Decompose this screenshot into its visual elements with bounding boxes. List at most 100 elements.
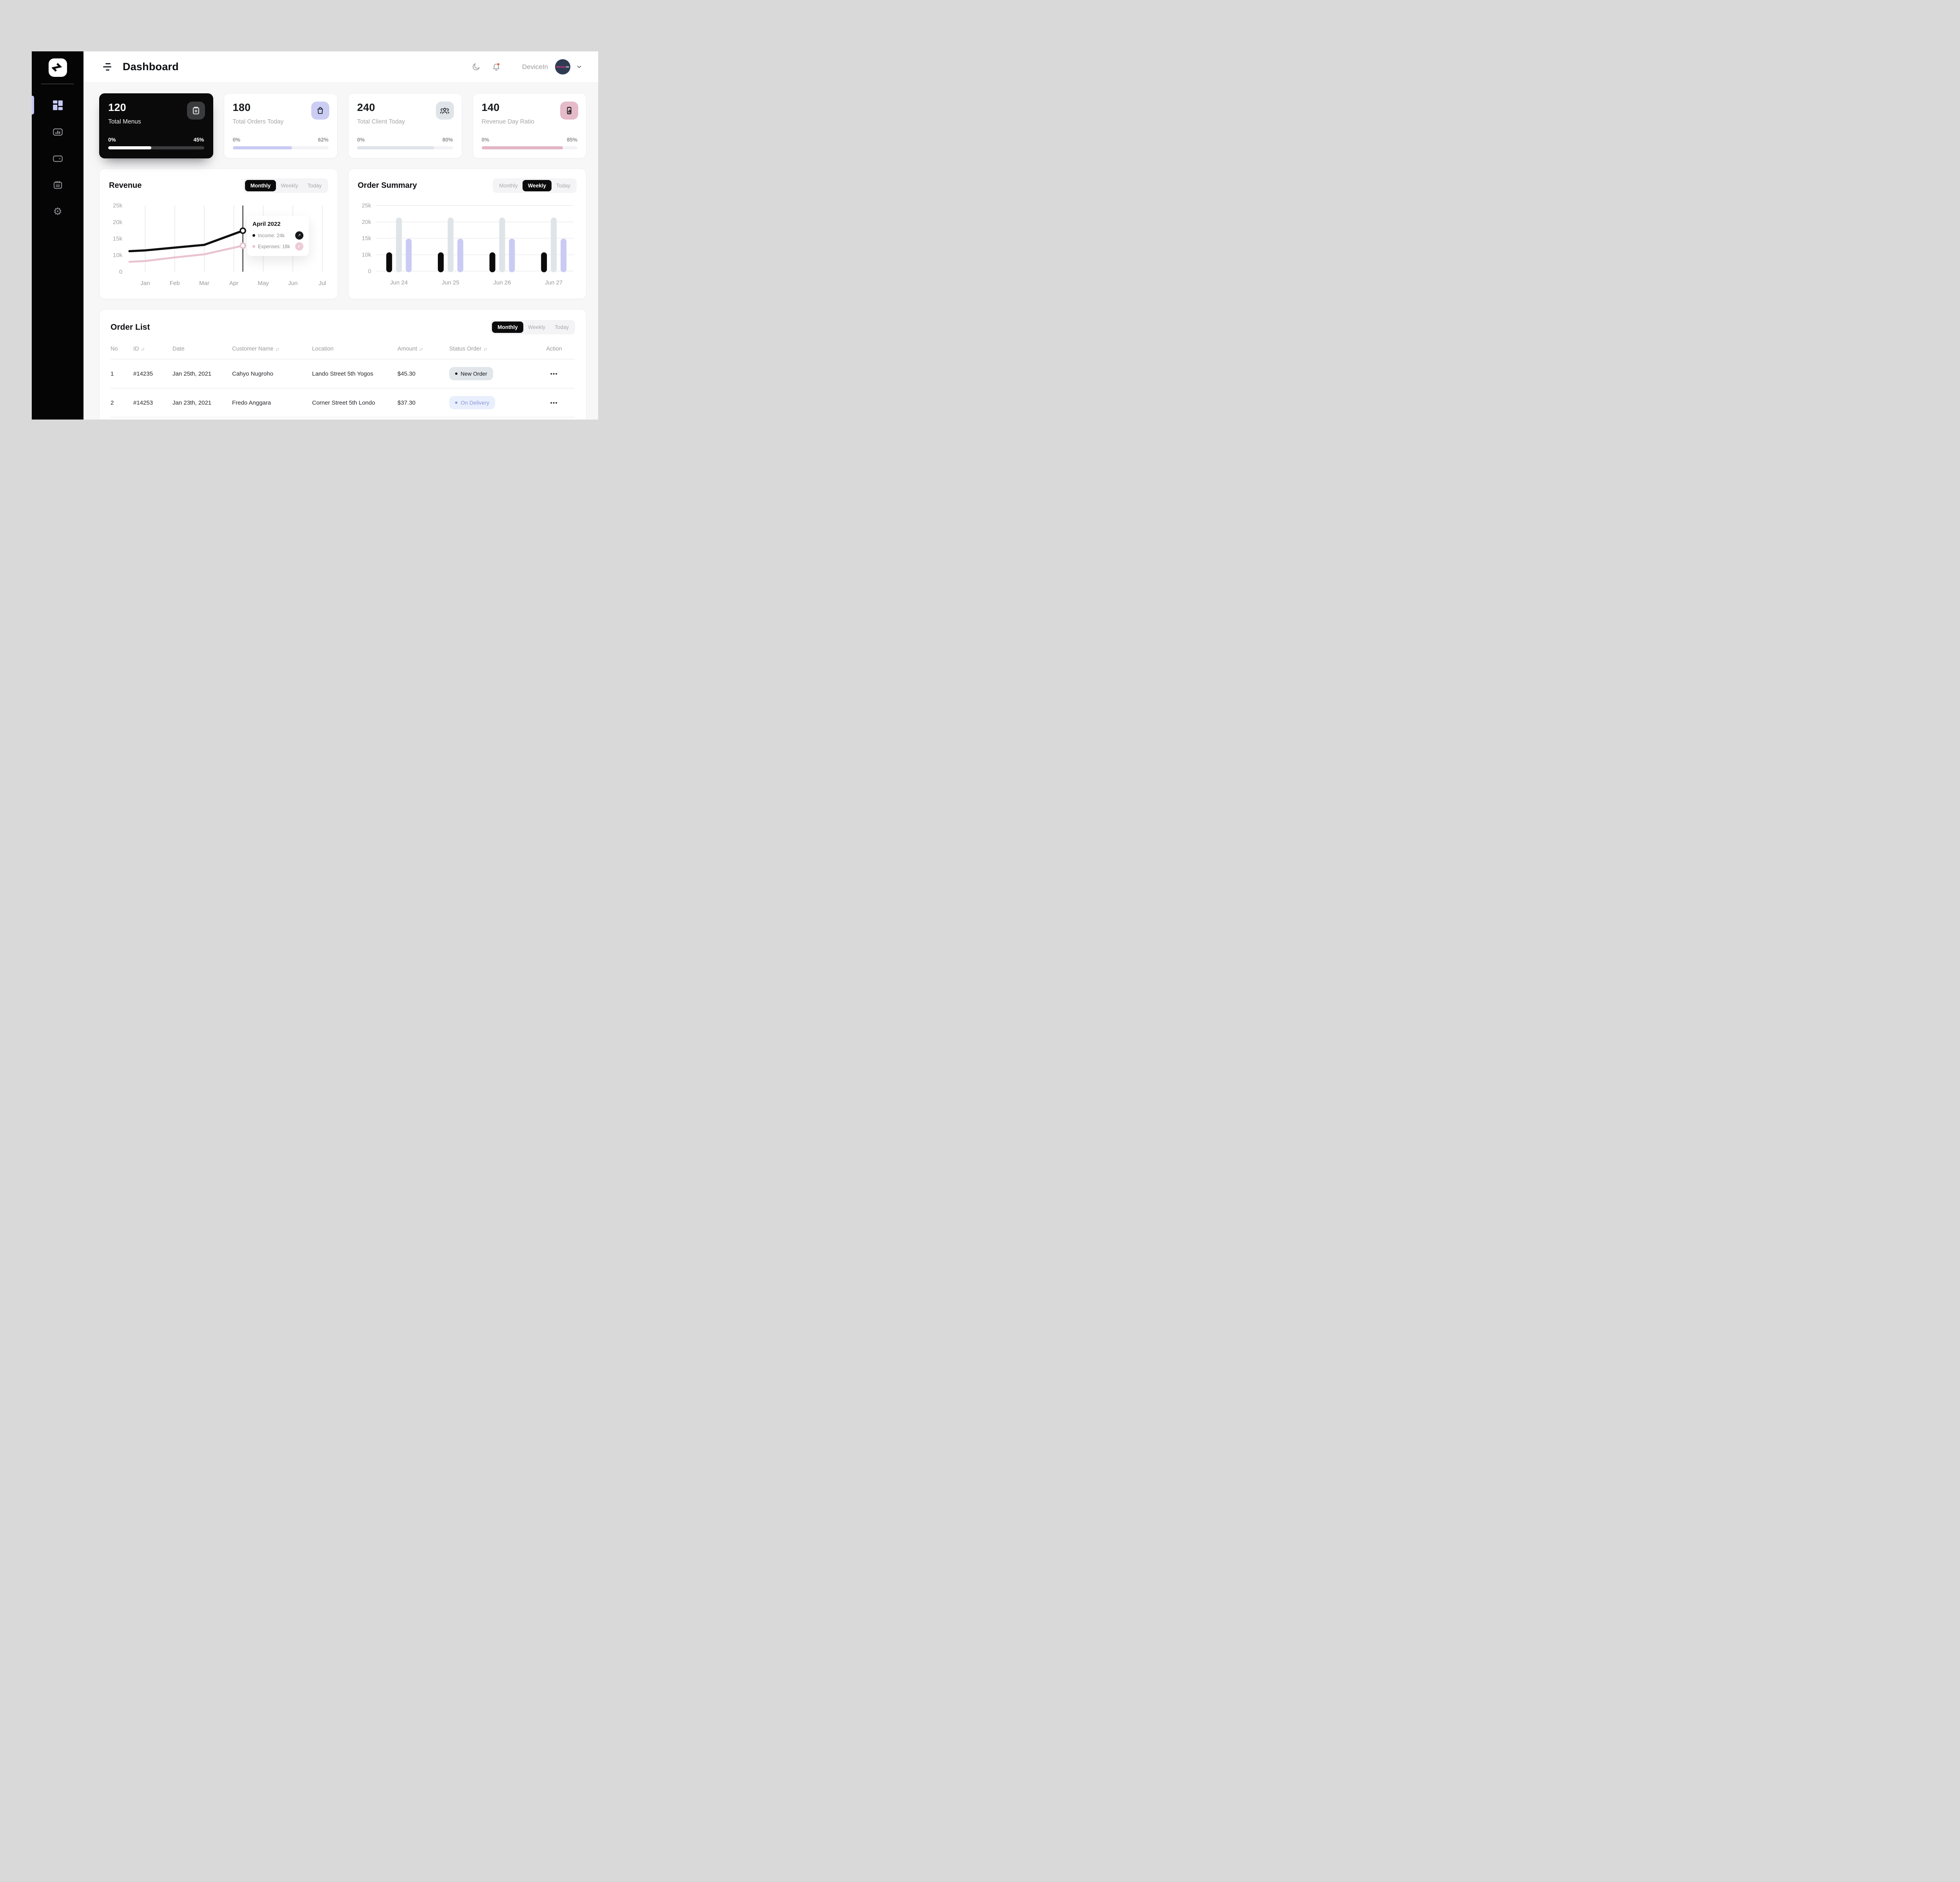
stat-icon-container (436, 102, 454, 120)
sort-icon[interactable]: ↓↑ (483, 347, 487, 352)
tab-today[interactable]: Today (550, 322, 573, 333)
col-id[interactable]: ID ↓↑ (133, 346, 145, 352)
income-line-series (128, 229, 244, 253)
tab-weekly[interactable]: Weekly (523, 322, 550, 333)
range-start: 0% (357, 137, 365, 143)
active-indicator (32, 96, 34, 114)
col-location: Location (312, 346, 334, 352)
status-dot-icon (455, 401, 457, 404)
order-summary-chart[interactable]: 25k 20k 15k 10k 0 (358, 198, 577, 289)
bar-chart-icon (53, 128, 63, 136)
notifications-button[interactable] (492, 62, 501, 72)
range-end: 80% (442, 137, 453, 143)
sidebar-item-wallet[interactable] (32, 149, 83, 168)
tab-monthly[interactable]: Monthly (492, 322, 523, 333)
stat-label: Total Client Today (357, 118, 405, 125)
stat-card-total-menus[interactable]: 120 Total Menus (99, 93, 213, 158)
sidebar-item-settings[interactable]: ⚙ (32, 202, 83, 221)
stat-card-revenue-ratio[interactable]: 140 Revenue Day Ratio (472, 93, 586, 158)
tooltip-income-row: Income: 24k ↗ (252, 231, 303, 240)
sort-icon[interactable]: ↓↑ (419, 347, 423, 352)
progress-bar (357, 146, 453, 149)
user-name: DeviceIn (522, 63, 548, 71)
stat-card-total-orders[interactable]: 180 Total Orders Today 0% 62% (223, 93, 338, 158)
wallet-icon (53, 155, 63, 162)
col-amount[interactable]: Amount ↓↑ (397, 346, 423, 352)
svg-text:Jun: Jun (288, 280, 298, 287)
expenses-point-marker (240, 242, 246, 249)
app-window: ⚙ Dashboard (32, 51, 598, 420)
orders-notepad-icon (53, 181, 62, 189)
range-end: 62% (318, 137, 328, 143)
menu-toggle-button[interactable] (103, 63, 112, 71)
tab-weekly[interactable]: Weekly (522, 180, 552, 191)
zigzag-arrow-logo-icon (52, 63, 62, 72)
col-no: No (111, 346, 118, 352)
settings-gear-icon: ⚙ (53, 206, 62, 218)
bar-group-jun-24 (386, 217, 412, 272)
sidebar-item-dashboard[interactable] (32, 96, 83, 114)
cell-amount: $45.30 (397, 370, 416, 377)
shopping-bag-icon (318, 107, 323, 114)
revenue-chart[interactable]: 25k 20k 15k 10k 0 (109, 198, 328, 290)
chevron-down-icon (577, 65, 581, 68)
svg-text:10k: 10k (361, 252, 371, 258)
tab-monthly[interactable]: Monthly (494, 180, 522, 191)
order-summary-bar-chart-svg: 25k 20k 15k 10k 0 (361, 202, 574, 286)
account-menu-button[interactable] (576, 64, 583, 70)
revenue-chart-card: Revenue Monthly Weekly Today 25k (99, 169, 338, 299)
progress-range: 0% 80% (357, 137, 453, 143)
page-title: Dashboard (123, 61, 179, 73)
cell-location: Corner Street 5th Londo (312, 399, 375, 406)
sort-icon[interactable]: ↓↑ (141, 347, 145, 352)
svg-text:May: May (258, 280, 269, 287)
order-list-title: Order List (111, 322, 150, 332)
stat-card-total-clients[interactable]: 240 Total Client Today (348, 93, 462, 158)
app-logo[interactable] (48, 58, 67, 77)
col-customer-name[interactable]: Customer Name ↓↑ (232, 346, 279, 352)
bar-group-jun-26 (489, 217, 515, 272)
progress-bar (481, 146, 577, 149)
sidebar-item-orders[interactable] (32, 176, 83, 194)
stat-icon-container (560, 102, 578, 120)
cell-customer: Cahyo Nugroho (232, 370, 274, 377)
dark-mode-toggle-button[interactable] (472, 62, 481, 71)
tab-monthly[interactable]: Monthly (245, 180, 276, 191)
tab-today[interactable]: Today (552, 180, 575, 191)
tooltip-expenses-label: Expenses: 18k (258, 243, 290, 249)
status-badge: On Delivery (449, 396, 495, 409)
svg-text:Jun 25: Jun 25 (441, 279, 459, 286)
avatar[interactable]: Device In (555, 59, 570, 74)
stat-value: 120 (108, 102, 126, 113)
users-icon (440, 107, 449, 114)
svg-text:Jun 24: Jun 24 (390, 279, 408, 286)
svg-text:Jun 26: Jun 26 (493, 279, 511, 286)
col-status-order[interactable]: Status Order ↓↑ (449, 346, 487, 352)
charts-row: Revenue Monthly Weekly Today 25k (99, 169, 586, 299)
top-bar: Dashboard DeviceIn (83, 51, 598, 83)
more-actions-button[interactable]: ••• (550, 399, 558, 406)
range-end: 85% (566, 137, 577, 143)
sort-icon[interactable]: ↓↑ (275, 347, 279, 352)
cell-id: #14253 (133, 399, 153, 406)
svg-text:0: 0 (368, 268, 371, 274)
svg-text:15k: 15k (113, 235, 123, 242)
tooltip-expenses-row: Expenses: 18k ↙ (252, 242, 303, 251)
row-divider (111, 388, 575, 389)
bar-group-jun-27 (541, 217, 566, 272)
stat-cards-row: 120 Total Menus (99, 93, 586, 158)
status-badge: New Order (449, 367, 493, 380)
revenue-title: Revenue (109, 181, 142, 190)
tab-weekly[interactable]: Weekly (276, 180, 303, 191)
tooltip-title: April 2022 (252, 221, 281, 227)
tab-today[interactable]: Today (303, 180, 326, 191)
sidebar-item-analytics[interactable] (32, 122, 83, 141)
order-summary-card: Order Summary Monthly Weekly Today 25k (348, 169, 586, 299)
stat-icon-container (187, 102, 205, 120)
notification-dot (497, 63, 499, 65)
order-list-period-tabs: Monthly Weekly Today (490, 320, 575, 334)
cell-location: Lando Street 5th Yogos (312, 370, 373, 377)
cell-customer: Fredo Anggara (232, 399, 271, 406)
more-actions-button[interactable]: ••• (550, 370, 558, 377)
cell-date: Jan 25th, 2021 (172, 370, 212, 377)
